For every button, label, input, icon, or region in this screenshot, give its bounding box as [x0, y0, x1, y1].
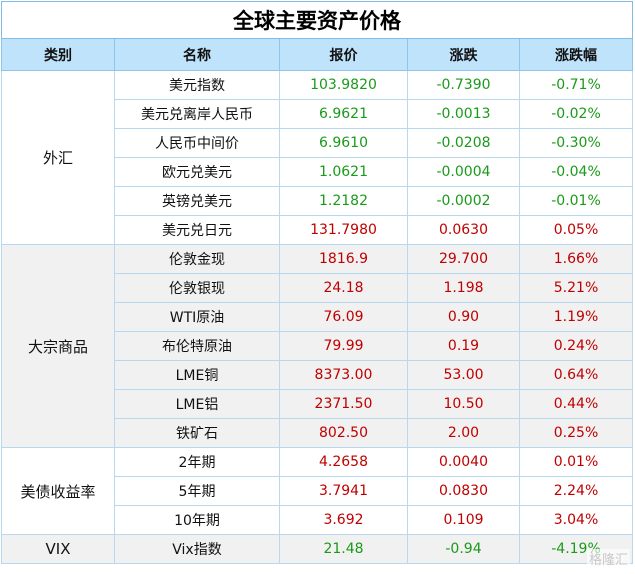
table-row: WTI原油 76.09 0.90 1.19% [2, 302, 634, 332]
table-row: 美元兑离岸人民币 6.9621 -0.0013 -0.02% [2, 99, 634, 129]
asset-name-cell: 欧元兑美元 [114, 157, 280, 187]
asset-name-cell: 美元兑日元 [114, 215, 280, 245]
asset-name-cell: 伦敦银现 [114, 273, 280, 303]
table-title: 全球主要资产价格 [0, 1, 634, 39]
change-cell: 0.0630 [407, 215, 520, 245]
price-cell: 103.9820 [279, 70, 408, 100]
change-pct-cell: 0.05% [518, 215, 634, 245]
price-cell: 131.7980 [279, 215, 408, 245]
asset-name-cell: 5年期 [114, 476, 280, 506]
asset-name-cell: LME铝 [114, 389, 280, 419]
table-row: 美债收益率 2年期 4.2658 0.0040 0.01% [1, 447, 634, 535]
asset-name-cell: 美元兑离岸人民币 [114, 99, 280, 129]
category-cell: 外汇 [1, 70, 115, 245]
change-pct-cell: 5.21% [518, 273, 634, 303]
price-cell: 8373.00 [279, 360, 408, 390]
table-row: VIX Vix指数 21.48 -0.94 -4.19% [1, 534, 634, 564]
table-row: 布伦特原油 79.99 0.19 0.24% [2, 331, 634, 361]
header-row: 类别 名称 报价 涨跌 涨跌幅 [1, 38, 634, 71]
table-row: 外汇 美元指数 103.9820 -0.7390 -0.71% [1, 70, 634, 245]
header-category: 类别 [1, 38, 115, 71]
header-change: 涨跌 [407, 38, 520, 71]
asset-name-cell: 美元指数 [114, 70, 280, 100]
category-cell: 美债收益率 [1, 447, 115, 535]
category-cell: 大宗商品 [1, 244, 115, 448]
price-cell: 3.692 [279, 505, 408, 535]
asset-name-cell: 10年期 [114, 505, 280, 535]
change-cell: 10.50 [407, 389, 520, 419]
change-pct-cell: 1.19% [518, 302, 634, 332]
change-pct-cell: 0.25% [518, 418, 634, 448]
change-pct-cell: 3.04% [518, 505, 634, 535]
change-cell: 1.198 [407, 273, 520, 303]
change-pct-cell: -0.30% [518, 128, 634, 158]
watermark-logo: 格隆汇 [586, 549, 630, 568]
change-cell: -0.94 [407, 534, 520, 564]
price-cell: 2371.50 [279, 389, 408, 419]
table-row: 5年期 3.7941 0.0830 2.24% [2, 476, 634, 506]
change-cell: 2.00 [407, 418, 520, 448]
asset-name-cell: 英镑兑美元 [114, 186, 280, 216]
change-cell: -0.0002 [407, 186, 520, 216]
change-cell: 0.0040 [407, 447, 520, 477]
table-row: LME铝 2371.50 10.50 0.44% [2, 389, 634, 419]
change-cell: -0.0208 [407, 128, 520, 158]
price-cell: 1.0621 [279, 157, 408, 187]
price-cell: 1816.9 [279, 244, 408, 274]
change-cell: 0.90 [407, 302, 520, 332]
header-name: 名称 [114, 38, 280, 71]
table-row: 英镑兑美元 1.2182 -0.0002 -0.01% [2, 186, 634, 216]
price-cell: 802.50 [279, 418, 408, 448]
change-pct-cell: -0.02% [518, 99, 634, 129]
change-cell: 0.0830 [407, 476, 520, 506]
table-row: LME铜 8373.00 53.00 0.64% [2, 360, 634, 390]
price-cell: 4.2658 [279, 447, 408, 477]
asset-price-table: 全球主要资产价格 类别 名称 报价 涨跌 涨跌幅 外汇 美元指数 103.9820-… [0, 1, 634, 564]
change-cell: 0.19 [407, 331, 520, 361]
table-row: 10年期 3.692 0.109 3.04% [2, 505, 634, 535]
table-row: 伦敦银现 24.18 1.198 5.21% [2, 273, 634, 303]
table-body: 外汇 美元指数 103.9820 -0.7390 -0.71% 美元兑离岸人民币 6.962… [1, 70, 634, 564]
header-price: 报价 [279, 38, 408, 71]
change-cell: -0.7390 [407, 70, 520, 100]
asset-name-cell: LME铜 [114, 360, 280, 390]
table-row: 人民币中间价 6.9610 -0.0208 -0.30% [2, 128, 634, 158]
price-cell: 6.9621 [279, 99, 408, 129]
asset-name-cell: 人民币中间价 [114, 128, 280, 158]
change-cell: -0.0004 [407, 157, 520, 187]
change-pct-cell: 0.24% [518, 331, 634, 361]
category-cell: VIX [1, 534, 115, 564]
asset-name-cell: 2年期 [114, 447, 280, 477]
change-pct-cell: -0.04% [518, 157, 634, 187]
table-row: 大宗商品 伦敦金现 1816.9 29.700 1.66% [1, 244, 634, 448]
asset-name-cell: Vix指数 [114, 534, 280, 564]
asset-name-cell: 布伦特原油 [114, 331, 280, 361]
table-row: 欧元兑美元 1.0621 -0.0004 -0.04% [2, 157, 634, 187]
change-cell: -0.0013 [407, 99, 520, 129]
change-pct-cell: 0.64% [518, 360, 634, 390]
price-cell: 79.99 [279, 331, 408, 361]
change-pct-cell: 1.66% [518, 244, 634, 274]
price-cell: 6.9610 [279, 128, 408, 158]
change-pct-cell: -0.01% [518, 186, 634, 216]
price-cell: 3.7941 [279, 476, 408, 506]
asset-name-cell: 铁矿石 [114, 418, 280, 448]
price-cell: 76.09 [279, 302, 408, 332]
change-pct-cell: -0.71% [518, 70, 634, 100]
change-pct-cell: 0.44% [518, 389, 634, 419]
change-pct-cell: 0.01% [518, 447, 634, 477]
price-cell: 24.18 [279, 273, 408, 303]
change-cell: 29.700 [407, 244, 520, 274]
price-cell: 1.2182 [279, 186, 408, 216]
price-cell: 21.48 [279, 534, 408, 564]
asset-name-cell: 伦敦金现 [114, 244, 280, 274]
header-change-pct: 涨跌幅 [518, 38, 634, 71]
change-pct-cell: 2.24% [518, 476, 634, 506]
change-cell: 53.00 [407, 360, 520, 390]
change-cell: 0.109 [407, 505, 520, 535]
asset-name-cell: WTI原油 [114, 302, 280, 332]
